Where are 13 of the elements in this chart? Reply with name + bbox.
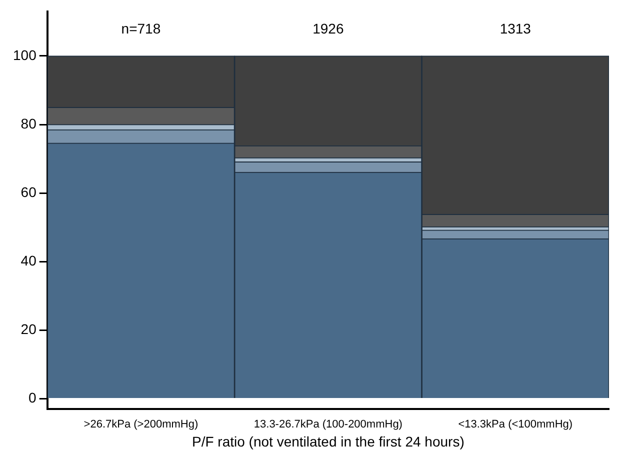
annotation: n=718	[121, 20, 161, 36]
x-tick-label: <13.3kPa (<100mmHg)	[458, 418, 573, 431]
x-axis-title: P/F ratio (not ventilated in the first 24 hours)	[192, 433, 464, 450]
y-tick-label: 80	[20, 115, 37, 132]
y-tick-label: 40	[20, 252, 37, 268]
x-tick-label: 13.3-26.7kPa (100-200mmHg)	[254, 418, 402, 431]
annotation: 1313	[500, 20, 532, 36]
x-tick-label: >26.7kPa (>200mmHg)	[84, 418, 198, 431]
y-tick-label: 20	[20, 321, 37, 338]
y-tick-label: 0	[28, 390, 37, 406]
annotation: 1926	[312, 20, 344, 36]
y-tick-label: 100	[13, 46, 37, 63]
y-tick-label: 60	[20, 184, 37, 200]
